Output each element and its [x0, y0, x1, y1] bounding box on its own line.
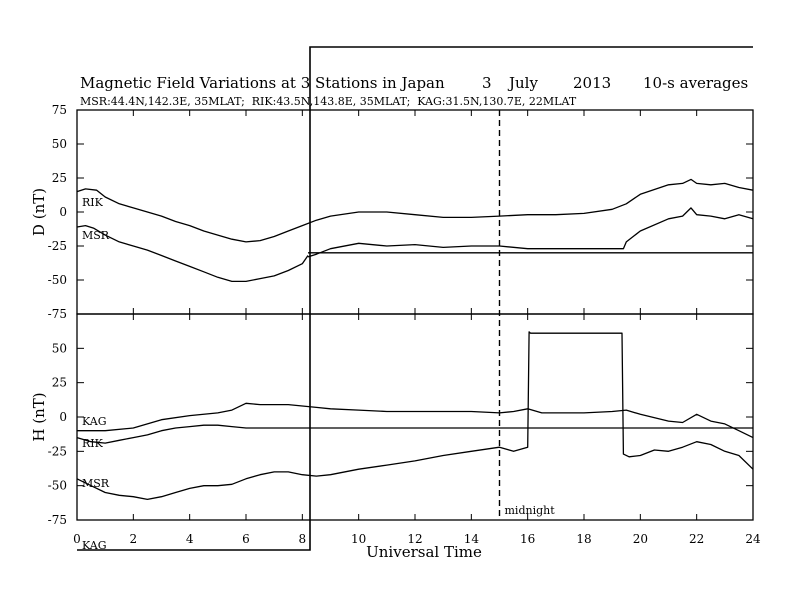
y-tick-label: -75 [48, 513, 67, 527]
station-label-kag-bottom: KAG [82, 539, 107, 552]
x-tick-label: 14 [464, 532, 480, 546]
overlay-frame-upper [309, 46, 753, 252]
x-tick-label: 8 [299, 532, 307, 546]
y-tick-label: 50 [52, 137, 67, 151]
x-tick-label: 16 [520, 532, 535, 546]
date-day: 3 [482, 74, 492, 92]
x-tick-label: 12 [407, 532, 422, 546]
x-axis-label: Universal Time [366, 543, 482, 561]
y-tick-label: 50 [52, 341, 67, 355]
date-month: July [507, 74, 538, 92]
overlay-frame-lower [77, 252, 311, 551]
x-tick-label: 10 [351, 532, 366, 546]
date-year: 2013 [573, 74, 611, 92]
averaging-label: 10-s averages [643, 74, 748, 92]
station-label-rik-d: RIK [82, 196, 104, 209]
y-tick-label: -25 [48, 239, 67, 253]
midnight-label: midnight [505, 504, 556, 517]
y-tick-label: -50 [48, 479, 67, 493]
y-tick-label: -25 [48, 444, 67, 458]
station-label-msr-d: MSR [82, 229, 110, 242]
y-tick-label: 25 [52, 171, 67, 185]
y-tick-label: -50 [48, 273, 67, 287]
series-line-msr-d [307, 207, 754, 258]
y-tick-label: 0 [59, 410, 67, 424]
d-axis-label: D (nT) [30, 188, 48, 236]
station-label-rik-h: RIK [82, 437, 104, 450]
y-tick-label: 0 [59, 205, 67, 219]
y-tick-label: 75 [52, 103, 67, 117]
series-line-msr-d [76, 224, 309, 283]
x-tick-label: 0 [73, 532, 81, 546]
x-tick-label: 4 [186, 532, 194, 546]
station-info: MSR:44.4N,142.3E, 35MLAT; RIK:43.5N,143.… [80, 95, 577, 108]
station-label-kag-h: KAG [82, 415, 107, 428]
x-tick-label: 22 [689, 532, 704, 546]
x-tick-label: 18 [576, 532, 591, 546]
series-line-kag-h [77, 402, 754, 439]
chart-title: Magnetic Field Variations at 3 Stations … [80, 74, 445, 92]
series-line-rik-h [76, 424, 308, 444]
h-axis-label: H (nT) [30, 392, 48, 441]
x-tick-label: 6 [242, 532, 250, 546]
axis-ticks: 0 2 4 6 8 10 12 14 16 18 20 22 247550250-25-50-75502… [48, 103, 761, 546]
x-tick-label: 20 [633, 532, 648, 546]
x-tick-label: 24 [745, 532, 761, 546]
series-line-msr-h [76, 331, 754, 501]
y-tick-label: -75 [48, 307, 67, 321]
data-series [76, 178, 754, 501]
series-line-rik-d [76, 178, 754, 243]
y-tick-label: 25 [52, 376, 67, 390]
x-tick-label: 2 [130, 532, 138, 546]
station-label-msr-h: MSR [82, 477, 110, 490]
